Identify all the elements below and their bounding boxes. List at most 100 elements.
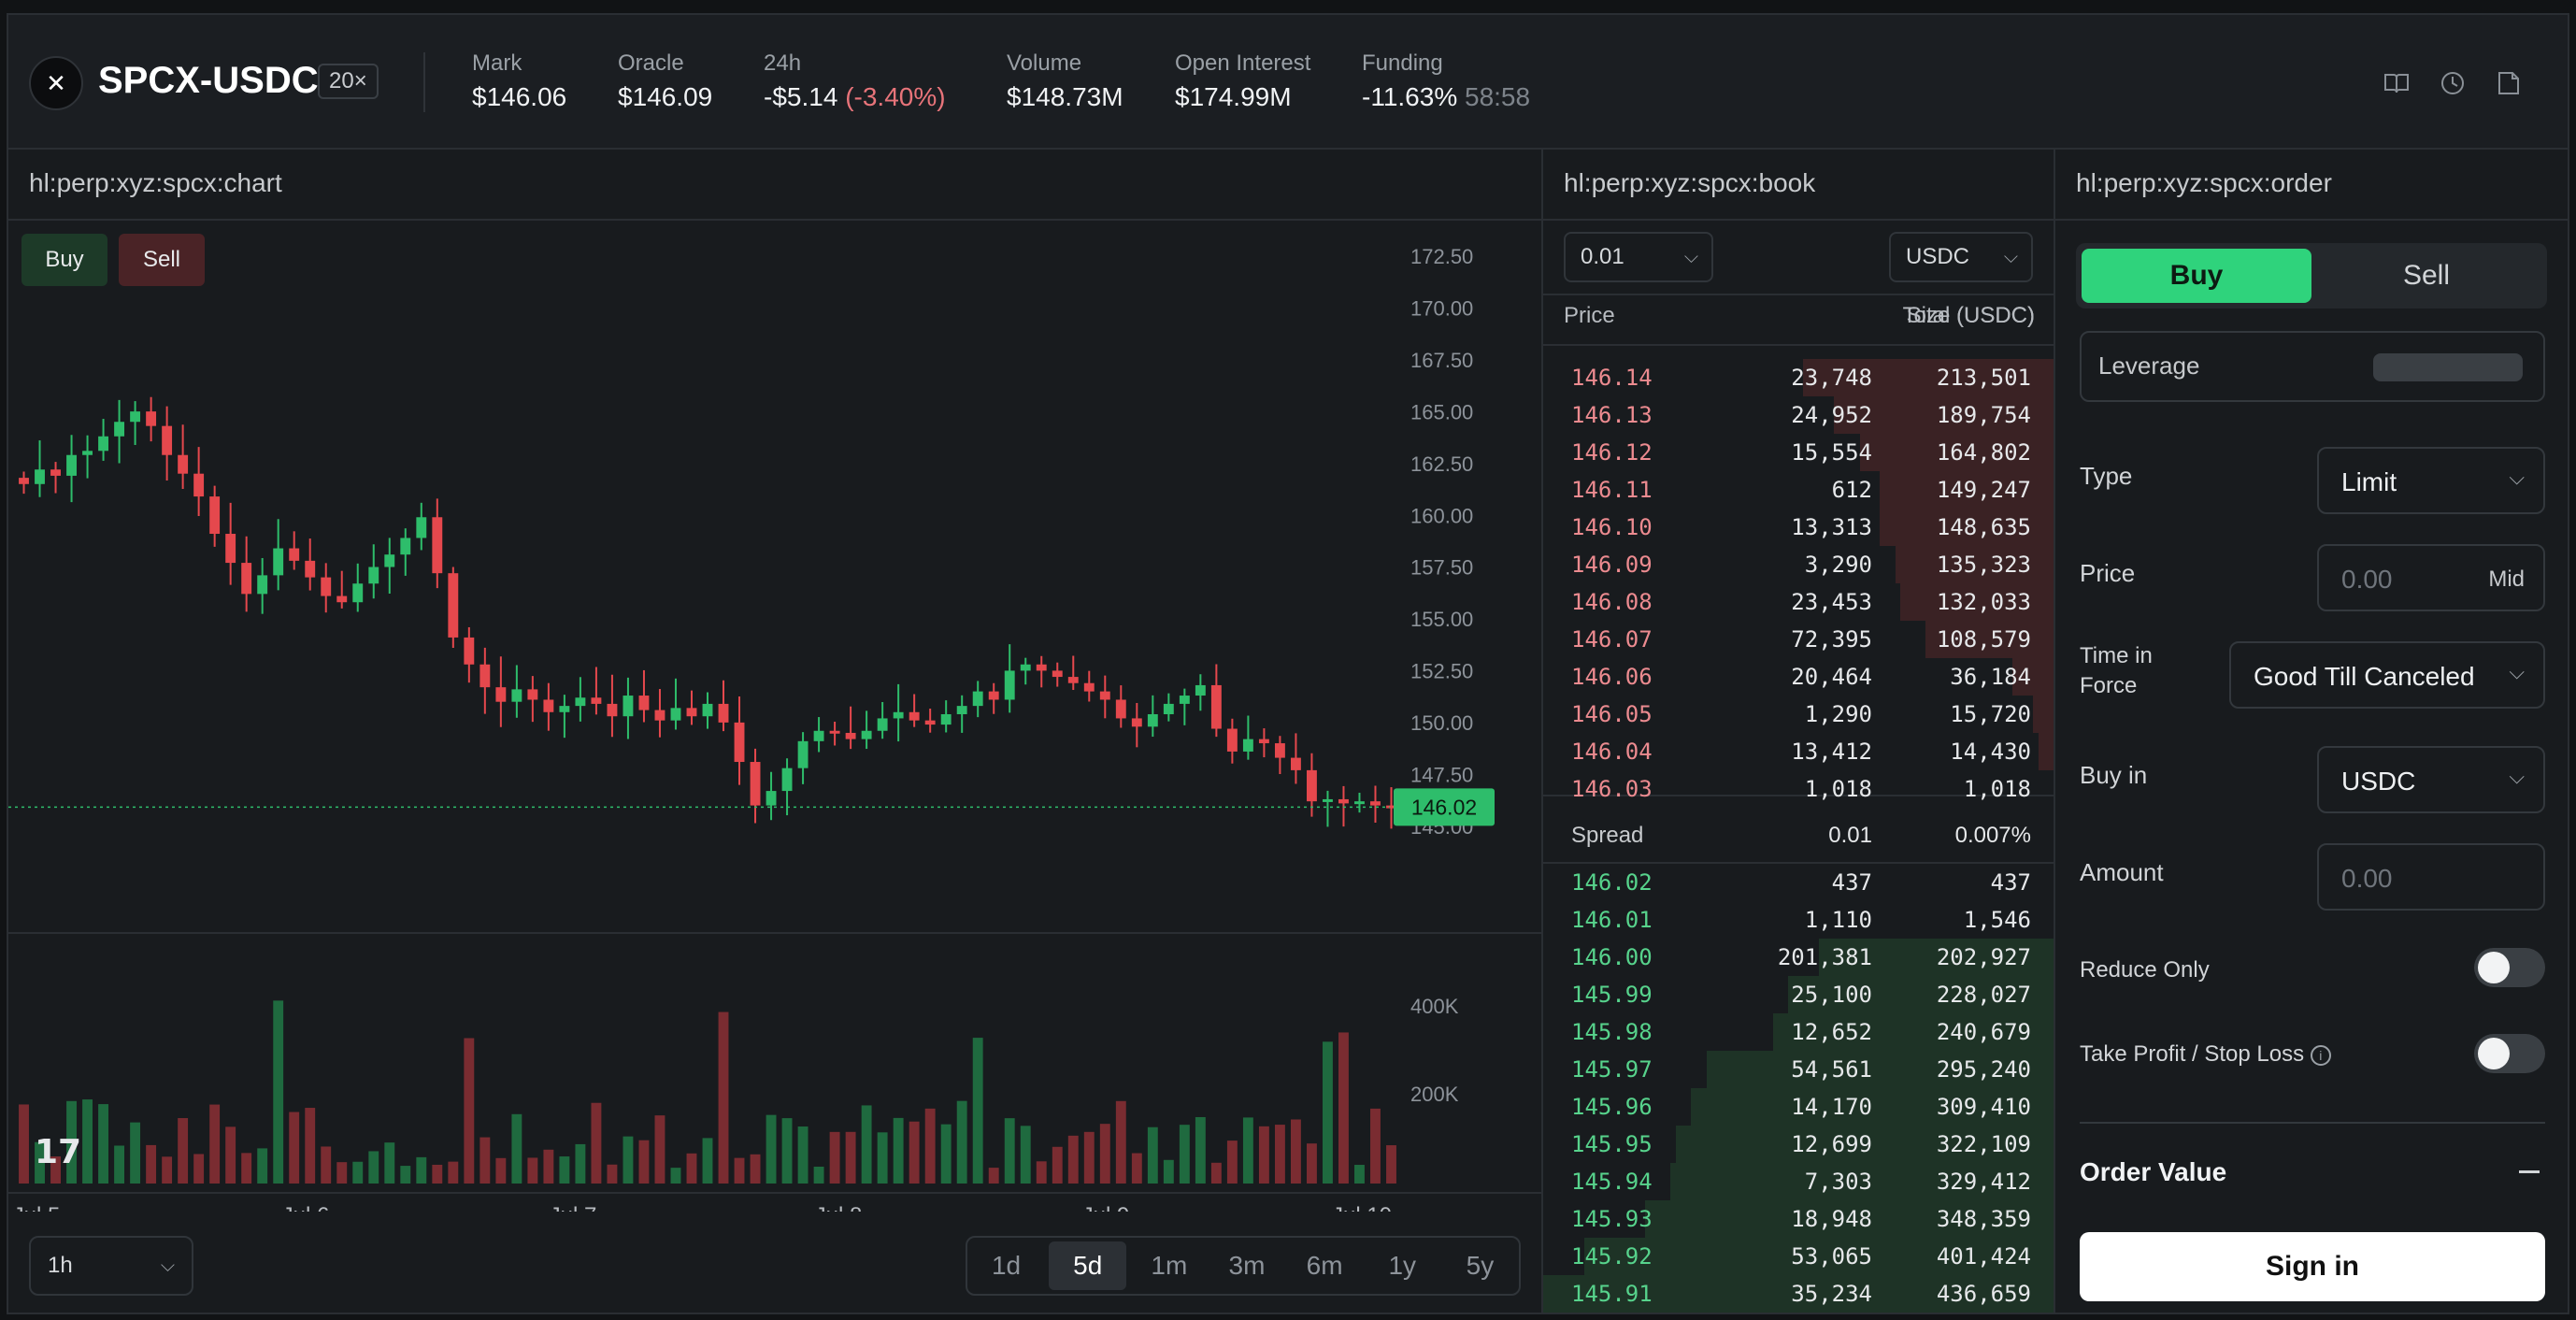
header-divider — [423, 52, 425, 112]
ask-size: 612 — [1831, 477, 1872, 503]
reduce-only-toggle[interactable] — [2474, 948, 2545, 987]
bid-total: 348,359 — [1936, 1206, 2031, 1232]
chevron-down-icon: ⌵ — [160, 1255, 175, 1276]
book-header-price: Price — [1564, 303, 1615, 328]
ask-row[interactable]: 146.04 13,412 14,430 — [1543, 733, 2054, 770]
ask-price: 146.08 — [1571, 589, 1653, 615]
buy-side-button[interactable]: Buy — [2082, 249, 2311, 303]
depth-bar — [1543, 1275, 2054, 1313]
leverage-slider[interactable] — [2373, 353, 2523, 381]
notes-icon[interactable] — [2495, 69, 2523, 97]
ask-row[interactable]: 146.13 24,952 189,754 — [1543, 396, 2054, 434]
candle-body — [400, 538, 411, 555]
volume-bar — [797, 1126, 809, 1184]
market-symbol[interactable]: SPCX-USDC — [98, 60, 319, 101]
candle-body — [1354, 801, 1365, 805]
tradingview-logo-icon[interactable]: 17 — [35, 1133, 81, 1171]
candle-body — [50, 469, 61, 476]
bid-row[interactable]: 146.02 437 437 — [1543, 864, 2054, 901]
funding-countdown: 58:58 — [1465, 82, 1531, 111]
range-5y[interactable]: 5y — [1466, 1251, 1495, 1280]
chart-sell-button[interactable]: Sell — [119, 234, 205, 286]
range-1d[interactable]: 1d — [991, 1251, 1022, 1280]
bid-total: 322,109 — [1936, 1131, 2031, 1157]
volume-bar — [1067, 1135, 1079, 1184]
ask-row[interactable]: 146.05 1,290 15,720 — [1543, 696, 2054, 733]
date-tick-label: Jul 5 — [13, 1203, 61, 1212]
bid-row[interactable]: 145.97 54,561 295,240 — [1543, 1051, 2054, 1088]
ask-price: 146.09 — [1571, 552, 1653, 578]
bid-row[interactable]: 145.93 18,948 348,359 — [1543, 1200, 2054, 1238]
range-1m[interactable]: 1m — [1151, 1251, 1188, 1280]
bid-row[interactable]: 145.94 7,303 329,412 — [1543, 1163, 2054, 1200]
range-3m[interactable]: 3m — [1228, 1251, 1266, 1280]
candle-body — [909, 711, 920, 721]
volume-bar — [448, 1161, 459, 1184]
volume-bar — [1052, 1146, 1063, 1184]
book-header-size: Size (USDC) — [1906, 303, 2035, 328]
collapse-icon[interactable] — [2519, 1170, 2540, 1173]
book-icon[interactable] — [2383, 69, 2411, 97]
history-icon[interactable] — [2439, 69, 2467, 97]
bid-row[interactable]: 145.95 12,699 322,109 — [1543, 1126, 2054, 1163]
interval-select[interactable]: 1h ⌵ — [29, 1236, 193, 1296]
ask-row[interactable]: 146.10 13,313 148,635 — [1543, 509, 2054, 546]
depth-bar — [1676, 1126, 2054, 1163]
ask-row[interactable]: 146.08 23,453 132,033 — [1543, 583, 2054, 621]
volume-bar — [1258, 1126, 1269, 1184]
depth-bar — [2012, 658, 2054, 696]
chart-buy-button[interactable]: Buy — [21, 234, 107, 286]
bid-row[interactable]: 145.92 53,065 401,424 — [1543, 1238, 2054, 1275]
tpsl-toggle[interactable] — [2474, 1034, 2545, 1073]
bid-total: 240,679 — [1936, 1019, 2031, 1045]
candle-body — [98, 436, 109, 452]
price-chart[interactable]: 172.50 170.00 167.50 165.00 162.50 160.00 157.… — [8, 221, 1541, 1212]
amount-input[interactable]: 0.00 — [2317, 843, 2545, 911]
candle-body — [734, 722, 745, 763]
bid-row[interactable]: 146.00 201,381 202,927 — [1543, 939, 2054, 976]
leverage-field: Leverage — [2080, 331, 2545, 402]
volume-bar — [289, 1112, 300, 1184]
bid-row[interactable]: 145.98 12,652 240,679 — [1543, 1013, 2054, 1051]
mid-price-button[interactable]: Mid — [2488, 567, 2525, 592]
sell-side-button[interactable]: Sell — [2402, 260, 2451, 291]
info-icon[interactable]: i — [2310, 1044, 2331, 1066]
stat-value: -$5.14 (-3.40%) — [764, 82, 946, 112]
volume-bar — [416, 1156, 427, 1184]
ask-row[interactable]: 146.11 612 149,247 — [1543, 471, 2054, 509]
range-1y[interactable]: 1y — [1388, 1251, 1417, 1280]
book-panel-title: hl:perp:xyz:spcx:book — [1564, 168, 1816, 197]
volume-bar — [273, 1000, 284, 1184]
type-select[interactable]: Limit ⌵ — [2317, 447, 2545, 514]
ask-row[interactable]: 146.09 3,290 135,323 — [1543, 546, 2054, 583]
range-6m[interactable]: 6m — [1306, 1251, 1343, 1280]
tick-size-select[interactable]: 0.01 ⌵ — [1564, 232, 1713, 282]
bid-row[interactable]: 145.99 25,100 228,027 — [1543, 976, 2054, 1013]
book-currency-select[interactable]: USDC ⌵ — [1889, 232, 2033, 282]
bid-row[interactable]: 145.96 14,170 309,410 — [1543, 1088, 2054, 1126]
bid-row[interactable]: 145.91 35,234 436,659 — [1543, 1275, 2054, 1313]
candle-body — [1386, 805, 1396, 809]
volume-bar — [893, 1117, 904, 1184]
volume-bar — [82, 1099, 93, 1184]
candle-body — [877, 718, 888, 731]
tif-select[interactable]: Good Till Canceled ⌵ — [2229, 641, 2545, 709]
candle-body — [66, 454, 77, 476]
price-tick-label: 147.50 — [1410, 764, 1473, 787]
ask-row[interactable]: 146.14 23,748 213,501 — [1543, 359, 2054, 396]
ask-row[interactable]: 146.06 20,464 36,184 — [1543, 658, 2054, 696]
ask-row[interactable]: 146.03 1,018 1,018 — [1543, 770, 2054, 808]
ask-row[interactable]: 146.07 72,395 108,579 — [1543, 621, 2054, 658]
depth-bar — [2033, 696, 2054, 733]
depth-bar — [1880, 471, 2054, 509]
bid-row[interactable]: 146.01 1,110 1,546 — [1543, 901, 2054, 939]
price-tick-label: 162.50 — [1410, 452, 1473, 476]
ask-total: 164,802 — [1936, 439, 2031, 466]
range-5d[interactable]: 5d — [1049, 1241, 1127, 1290]
bid-total: 202,927 — [1936, 944, 2031, 970]
candle-body — [511, 689, 522, 702]
ask-row[interactable]: 146.12 15,554 164,802 — [1543, 434, 2054, 471]
price-input[interactable]: 0.00 Mid — [2317, 544, 2545, 611]
sign-in-button[interactable]: Sign in — [2080, 1232, 2545, 1301]
buyin-select[interactable]: USDC ⌵ — [2317, 746, 2545, 813]
